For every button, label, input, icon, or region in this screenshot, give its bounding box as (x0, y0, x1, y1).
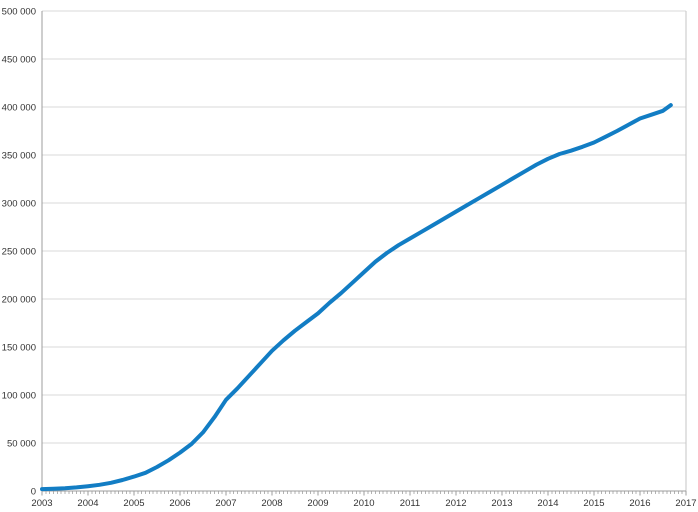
y-tick-label: 250 000 (2, 246, 36, 257)
x-tick-label: 2008 (261, 498, 282, 509)
x-tick-label: 2017 (675, 498, 696, 509)
x-tick-label: 2010 (353, 498, 374, 509)
x-tick-label: 2007 (215, 498, 236, 509)
x-tick-label: 2004 (77, 498, 98, 509)
x-tick-label: 2006 (169, 498, 190, 509)
y-tick-label: 500 000 (2, 6, 36, 17)
y-tick-label: 150 000 (2, 342, 36, 353)
x-tick-label: 2013 (491, 498, 512, 509)
x-tick-label: 2003 (31, 498, 52, 509)
y-tick-label: 50 000 (7, 438, 36, 449)
y-tick-label: 200 000 (2, 294, 36, 305)
y-tick-label: 300 000 (2, 198, 36, 209)
y-tick-label: 350 000 (2, 150, 36, 161)
x-tick-label: 2015 (583, 498, 604, 509)
y-tick-label: 450 000 (2, 54, 36, 65)
x-tick-label: 2014 (537, 498, 558, 509)
x-tick-label: 2005 (123, 498, 144, 509)
x-tick-label: 2011 (400, 498, 420, 509)
y-tick-label: 100 000 (2, 390, 36, 401)
x-tick-label: 2016 (629, 498, 650, 509)
y-tick-label: 400 000 (2, 102, 36, 113)
x-tick-label: 2012 (445, 498, 466, 509)
x-tick-label: 2009 (307, 498, 328, 509)
data-line (40, 103, 673, 492)
y-tick-label: 0 (31, 486, 36, 497)
